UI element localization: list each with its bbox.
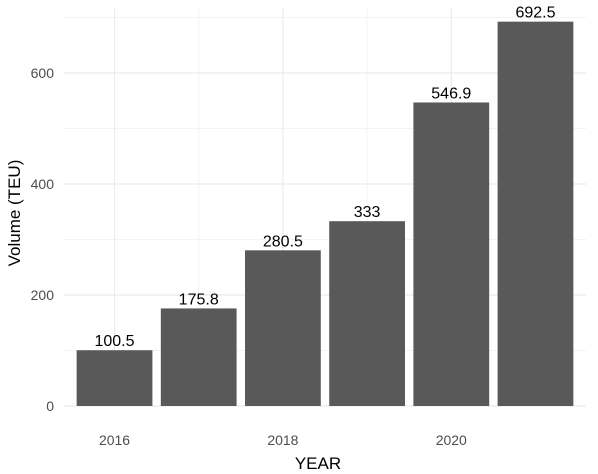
x-tick-label: 2020 (436, 432, 467, 448)
x-axis-ticks: 2016 2018 2020 (99, 432, 467, 448)
bar-series (76, 21, 574, 407)
y-axis-title: Volume (TEU) (5, 160, 24, 267)
bar-label-2016: 100.5 (94, 333, 134, 350)
x-axis-title: YEAR (295, 454, 341, 473)
x-tick-label: 2018 (267, 432, 298, 448)
bar-label-2017: 175.8 (179, 291, 219, 308)
bar-label-2019: 333 (354, 204, 381, 221)
y-tick-label: 600 (31, 65, 55, 81)
bar-label-2020: 546.9 (431, 85, 471, 102)
bar-data-labels: 100.5 175.8 280.5 333 546.9 692.5 (94, 5, 555, 351)
bar-2019 (329, 221, 405, 406)
y-tick-label: 0 (46, 398, 54, 414)
y-tick-label: 200 (31, 287, 55, 303)
bar-2018 (245, 250, 321, 406)
bar-2020 (413, 102, 490, 407)
bar-2016 (76, 350, 153, 406)
bar-2021 (497, 21, 574, 406)
bar-2017 (160, 308, 237, 406)
y-tick-label: 400 (31, 176, 55, 192)
bar-label-2021: 692.5 (515, 5, 555, 22)
x-tick-label: 2016 (99, 432, 130, 448)
y-axis-ticks: 0 200 400 600 (31, 65, 55, 414)
bar-label-2018: 280.5 (263, 233, 303, 250)
